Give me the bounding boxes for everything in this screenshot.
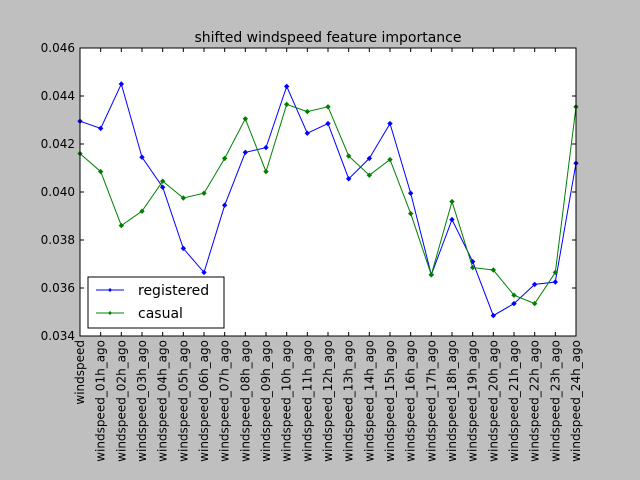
x-tick-label: windspeed_07h_ago	[218, 340, 232, 462]
data-point-registered	[263, 144, 269, 151]
data-point-registered	[325, 120, 331, 127]
data-point-casual	[428, 272, 435, 278]
x-tick-label: windspeed_22h_ago	[528, 340, 542, 462]
x-tick-label: windspeed_02h_ago	[114, 340, 128, 462]
plot-frame	[79, 47, 577, 337]
x-tick-label: windspeed_15h_ago	[383, 340, 397, 462]
x-tick-label: windspeed_21h_ago	[507, 340, 521, 462]
x-tick-label: windspeed_05h_ago	[176, 340, 190, 462]
legend-marker-registered	[108, 288, 112, 292]
x-tick-label: windspeed_09h_ago	[259, 340, 273, 462]
data-point-registered	[490, 312, 497, 319]
data-point-registered	[469, 258, 476, 265]
data-point-registered	[449, 216, 455, 223]
legend-box	[87, 276, 225, 329]
data-point-casual	[139, 208, 145, 214]
data-point-casual	[180, 195, 187, 201]
data-point-registered	[366, 155, 373, 162]
x-tick-label: windspeed_11h_ago	[300, 340, 314, 462]
data-point-registered	[407, 190, 414, 196]
x-tick-label: windspeed_06h_ago	[197, 340, 211, 462]
legend-marker-casual	[108, 311, 112, 315]
x-tick-label: windspeed_17h_ago	[424, 340, 438, 462]
series-registered	[77, 81, 579, 319]
legend-label: registered	[138, 283, 209, 299]
data-point-registered	[118, 81, 125, 87]
x-tick-label: windspeed_18h_ago	[445, 340, 459, 462]
data-point-casual	[242, 116, 249, 122]
series-casual	[77, 101, 579, 307]
data-point-casual	[407, 210, 414, 217]
x-axis-ticks: windspeed windspeed_01h_ago windspeed_02h_…	[73, 48, 583, 462]
data-point-casual	[201, 190, 207, 196]
data-point-casual	[263, 168, 269, 175]
legend-label: casual	[138, 306, 183, 322]
chart-title: shifted windspeed feature importance	[194, 30, 461, 46]
x-tick-label: windspeed_24h_ago	[569, 340, 583, 462]
x-tick-label: windspeed_12h_ago	[321, 340, 335, 462]
data-point-registered	[511, 300, 517, 307]
data-point-casual	[283, 101, 290, 108]
data-point-registered	[531, 281, 538, 288]
y-tick-label: 0.036	[41, 281, 75, 295]
data-point-casual	[469, 264, 476, 271]
x-tick-label: windspeed_16h_ago	[404, 340, 418, 462]
y-axis-ticks: 0.034 0.036 0.038 0.040 0.042 0.044 0.046	[41, 41, 576, 343]
x-tick-label: windspeed_23h_ago	[548, 340, 562, 462]
data-point-registered	[242, 149, 249, 156]
data-point-casual	[511, 292, 517, 298]
data-point-casual	[304, 108, 311, 115]
x-tick-label: windspeed_03h_ago	[135, 340, 149, 462]
data-point-registered	[552, 279, 559, 285]
data-point-casual	[97, 168, 104, 175]
y-tick-label: 0.042	[41, 137, 75, 151]
x-tick-label: windspeed_14h_ago	[362, 340, 376, 462]
x-tick-label: windspeed_13h_ago	[342, 340, 356, 462]
data-point-registered	[304, 130, 311, 136]
data-point-casual	[325, 104, 331, 110]
data-point-registered	[345, 176, 352, 182]
y-tick-label: 0.034	[41, 329, 75, 343]
y-tick-label: 0.044	[41, 89, 75, 103]
x-tick-label: windspeed_04h_ago	[156, 340, 170, 462]
data-point-registered	[201, 269, 207, 276]
data-point-casual	[490, 267, 497, 273]
data-point-casual	[345, 153, 352, 159]
data-point-casual	[221, 155, 228, 162]
data-point-registered	[139, 154, 145, 160]
data-point-casual	[366, 172, 373, 178]
x-tick-label: windspeed_10h_ago	[280, 340, 294, 462]
x-tick-label: windspeed_20h_ago	[486, 340, 500, 462]
x-tick-label: windspeed_19h_ago	[466, 340, 480, 462]
data-point-registered	[387, 120, 393, 127]
series-layer	[77, 81, 579, 319]
x-tick-label: windspeed	[73, 340, 87, 405]
data-point-casual	[118, 222, 125, 229]
data-point-casual	[449, 198, 455, 205]
x-tick-label: windspeed_08h_ago	[238, 340, 252, 462]
data-point-casual	[159, 178, 166, 184]
data-point-casual	[552, 269, 559, 276]
data-point-registered	[97, 125, 104, 132]
y-tick-label: 0.040	[41, 185, 75, 199]
data-point-casual	[531, 300, 538, 307]
y-tick-label: 0.038	[41, 233, 75, 247]
data-point-registered	[180, 245, 187, 252]
data-point-registered	[221, 202, 228, 208]
data-point-registered	[159, 184, 166, 190]
y-tick-label: 0.046	[41, 41, 75, 55]
data-point-registered	[283, 83, 290, 90]
x-tick-label: windspeed_01h_ago	[94, 340, 108, 462]
legend: registered casual	[87, 276, 225, 329]
data-point-casual	[387, 156, 393, 163]
